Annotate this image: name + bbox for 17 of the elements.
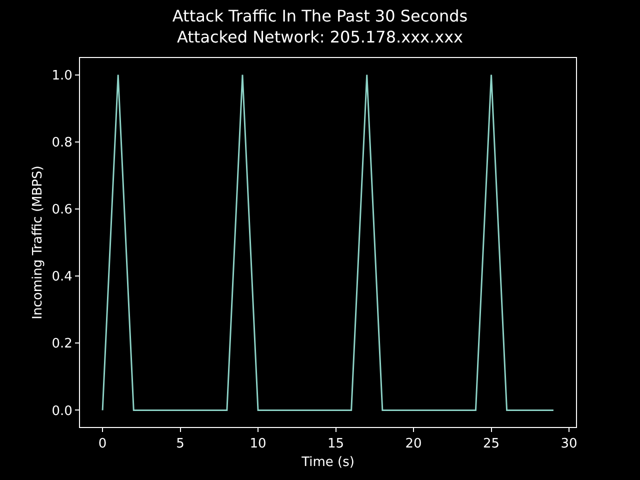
x-axis-title: Time (s) — [300, 455, 354, 470]
chart-title: Attack Traffic In The Past 30 Seconds — [172, 6, 468, 26]
x-tick-label: 15 — [327, 436, 344, 452]
x-tick-label: 0 — [98, 436, 107, 452]
y-tick-label: 0.2 — [52, 336, 72, 352]
x-tick-label: 25 — [482, 436, 500, 452]
x-tick-label: 30 — [560, 436, 578, 452]
y-tick-label: 0.0 — [52, 404, 72, 419]
y-tick-label: 0.6 — [52, 202, 72, 218]
y-tick-label: 0.8 — [52, 135, 72, 150]
y-tick-label: 1.0 — [52, 68, 72, 84]
chart-subtitle: Attacked Network: 205.178.xxx.xxx — [176, 27, 464, 46]
x-tick-label: 20 — [405, 436, 422, 452]
y-tick-label: 0.4 — [52, 270, 72, 285]
y-axis-title: Incoming Traffic (MBPS) — [30, 166, 46, 320]
x-tick-label: 5 — [176, 436, 184, 452]
x-tick-label: 10 — [250, 436, 266, 452]
